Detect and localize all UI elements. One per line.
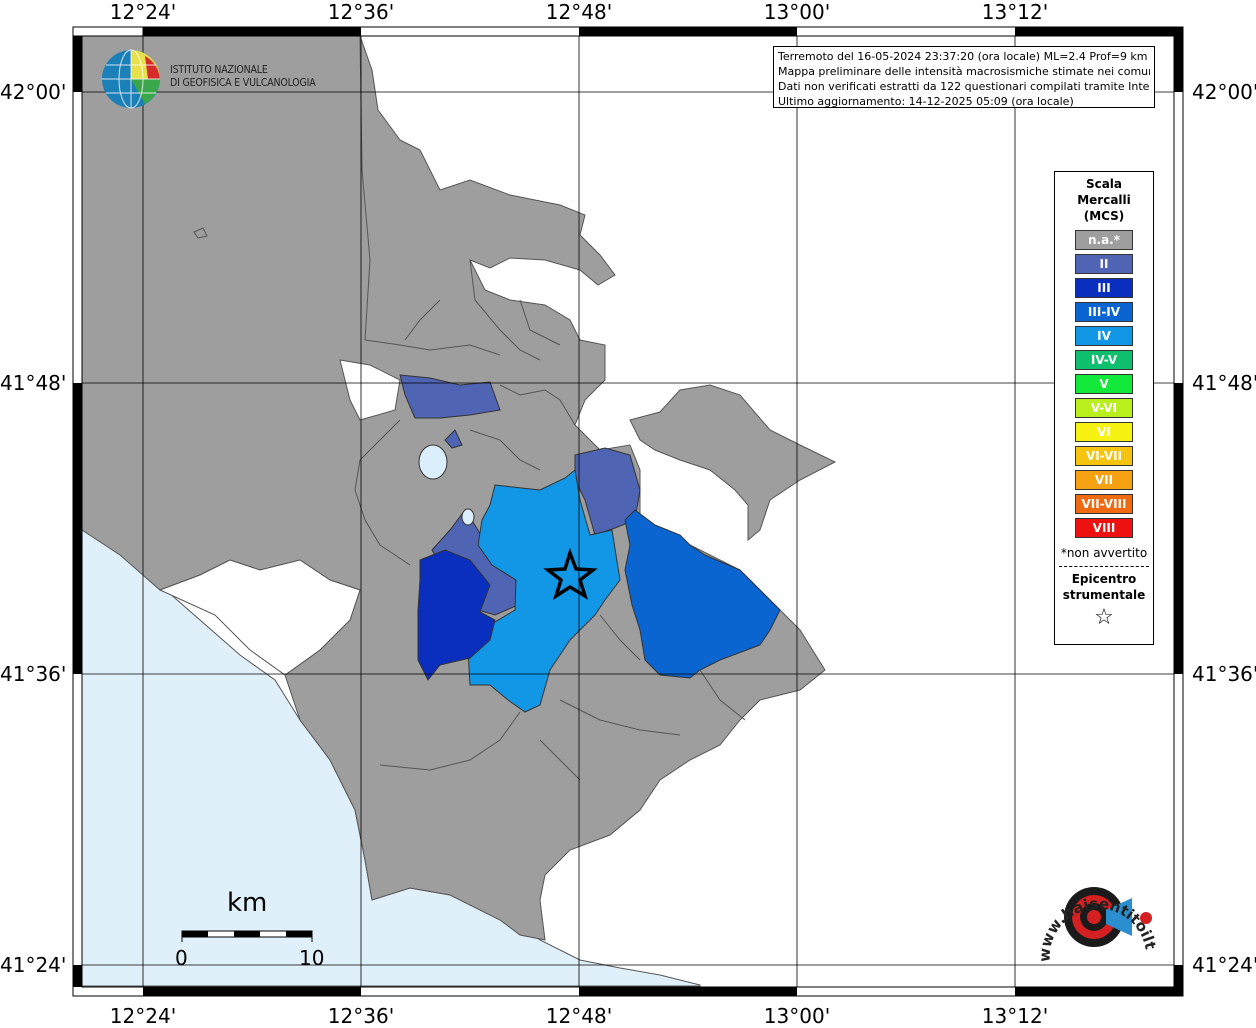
event-info-line2: Mappa preliminare delle intensità macros… bbox=[778, 65, 1150, 78]
logo-line1: ISTITUTO NAZIONALE bbox=[170, 64, 268, 76]
legend-title-line1: Scala bbox=[1085, 177, 1123, 191]
region-intensity-II-east bbox=[574, 447, 641, 536]
lake-nemi bbox=[461, 508, 475, 526]
event-info-line4: Ultimo aggiornamento: 14-12-2025 05:09 (… bbox=[778, 95, 1074, 108]
region-intensity-II-small bbox=[444, 429, 463, 449]
lon-tick-bottom-1: 12°24' bbox=[109, 1004, 177, 1028]
legend-swatch: n.a.* bbox=[1075, 230, 1133, 250]
lat-tick-right-1: 42°00' bbox=[1192, 80, 1256, 104]
lon-tick-top-5: 13°12' bbox=[981, 0, 1049, 24]
legend-star-icon: ☆ bbox=[1094, 605, 1114, 630]
legend-swatch: III-IV bbox=[1075, 302, 1133, 322]
legend-swatch: II bbox=[1075, 254, 1133, 274]
legend-title-line3: (MCS) bbox=[1083, 209, 1125, 223]
lat-tick-right-2: 41°48' bbox=[1192, 371, 1256, 395]
legend-swatch: VII bbox=[1075, 470, 1133, 490]
lat-tick-left-3: 41°36' bbox=[0, 662, 67, 686]
scale-min: 0 bbox=[175, 946, 188, 970]
legend-title: Scala Mercalli (MCS) bbox=[1055, 176, 1153, 224]
legend-swatch: VI-VII bbox=[1075, 446, 1133, 466]
haisentito-text: www.haisentitoilterremoto.it bbox=[1020, 848, 1159, 962]
lon-tick-bottom-5: 13°12' bbox=[981, 1004, 1049, 1028]
legend-swatch: VIII bbox=[1075, 518, 1133, 538]
lon-tick-top-1: 12°24' bbox=[109, 0, 177, 24]
lat-tick-right-3: 41°36' bbox=[1192, 662, 1256, 686]
legend-epicentre-line2: strumentale bbox=[1062, 588, 1146, 602]
event-info-box: Terremoto del 16-05-2024 23:37:20 (ora l… bbox=[773, 46, 1155, 108]
lon-tick-bottom-4: 13°00' bbox=[763, 1004, 831, 1028]
legend-swatch: III bbox=[1075, 278, 1133, 298]
lat-tick-left-4: 41°24' bbox=[0, 953, 67, 977]
lon-tick-top-2: 12°36' bbox=[327, 0, 395, 24]
scale-max: 10 bbox=[299, 946, 325, 970]
commune-borders bbox=[354, 35, 746, 781]
event-info-line3: Dati non verificati estratti da 122 ques… bbox=[778, 80, 1150, 93]
haisentito-logo-graphic: www.haisentitoilterremoto.it bbox=[1020, 848, 1160, 962]
svg-text:www.haisentitoilterremoto.it: www.haisentitoilterremoto.it bbox=[1028, 862, 1160, 962]
lon-tick-top-3: 12°48' bbox=[545, 0, 613, 24]
region-intensity-IV bbox=[467, 469, 621, 713]
ingv-logo: ISTITUTO NAZIONALE DI GEOFISICA E VULCAN… bbox=[100, 48, 330, 110]
legend-swatch: V-VI bbox=[1075, 398, 1133, 418]
event-info-line1: Terremoto del 16-05-2024 23:37:20 (ora l… bbox=[778, 50, 1148, 63]
region-intensity-II-north bbox=[399, 374, 501, 419]
lon-tick-bottom-2: 12°36' bbox=[327, 1004, 395, 1028]
region-grey-east bbox=[629, 384, 837, 542]
legend-note: *non avvertito bbox=[1060, 546, 1148, 560]
lon-tick-top-4: 13°00' bbox=[763, 0, 831, 24]
legend-swatch: VII-VIII bbox=[1075, 494, 1133, 514]
grey-islet bbox=[193, 227, 208, 239]
epicentre-star bbox=[543, 547, 598, 601]
scale-unit: km bbox=[227, 888, 268, 918]
lat-tick-left-2: 41°48' bbox=[0, 371, 67, 395]
lat-tick-left-1: 42°00' bbox=[0, 80, 67, 104]
legend-separator bbox=[1059, 566, 1149, 567]
frame-bars bbox=[72, 26, 1183, 996]
ingv-logo-text: ISTITUTO NAZIONALE DI GEOFISICA E VULCAN… bbox=[170, 64, 316, 90]
legend-title-line2: Mercalli bbox=[1077, 193, 1131, 207]
legend-swatch: VI bbox=[1075, 422, 1133, 442]
region-white-a bbox=[339, 359, 401, 421]
legend-epicentre-label: Epicentro strumentale bbox=[1055, 571, 1153, 603]
legend-swatch: IV-V bbox=[1075, 350, 1133, 370]
legend-epicentre-line1: Epicentro bbox=[1071, 572, 1137, 586]
lon-tick-bottom-3: 12°48' bbox=[545, 1004, 613, 1028]
logo-line2: DI GEOFISICA E VULCANOLOGIA bbox=[170, 77, 316, 89]
globe-icon bbox=[102, 49, 160, 109]
legend-swatch: V bbox=[1075, 374, 1133, 394]
region-white-c bbox=[158, 559, 361, 676]
legend-items: n.a.* II III III-IV IV IV-V V V-VI VI VI-VII VII VI… bbox=[1055, 230, 1153, 538]
lake-albano bbox=[418, 444, 448, 480]
lat-tick-right-4: 41°24' bbox=[1192, 953, 1256, 977]
legend-swatch: IV bbox=[1075, 326, 1133, 346]
region-intensity-III bbox=[417, 549, 496, 681]
region-intensity-III-IV bbox=[624, 509, 781, 679]
scale-bar bbox=[181, 930, 313, 942]
mcs-legend: Scala Mercalli (MCS) n.a.* II III III-IV IV I… bbox=[1054, 171, 1154, 645]
haisentito-logo: www.haisentitoilterremoto.it bbox=[1020, 848, 1178, 982]
